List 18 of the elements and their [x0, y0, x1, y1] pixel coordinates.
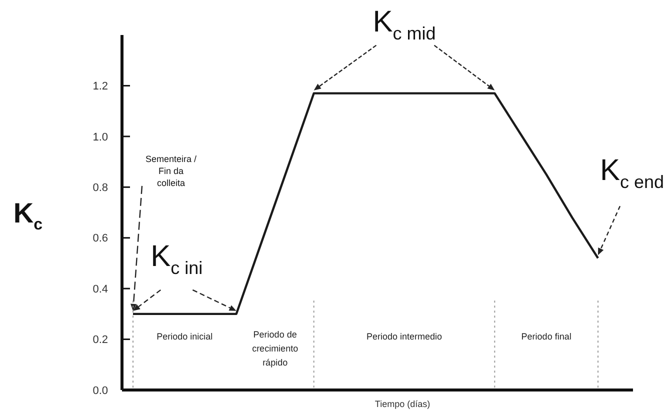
- y-tick-label: 0.4: [92, 283, 108, 296]
- annotation: Periodo de crecimiento rápido: [252, 329, 298, 368]
- y-tick-label: 0.6: [92, 232, 108, 245]
- y-tick-label: 1.0: [92, 131, 108, 144]
- annotation: K$_{c end}$: [600, 154, 664, 192]
- y-tick-label: 0.8: [92, 182, 108, 194]
- x-axis-title: Tiempo (días): [374, 399, 430, 409]
- annotation: Periodo intermedio: [366, 331, 442, 342]
- annotation: Sementeira / Fin da colleita: [145, 154, 198, 188]
- y-tick-label: 1.2: [92, 80, 108, 93]
- y-tick-label: 0.0: [92, 384, 108, 397]
- y-tick-label: 0.2: [92, 334, 108, 346]
- line-series: [132, 92, 600, 316]
- annotation: Periodo inicial: [156, 331, 213, 342]
- annotation: K$_{c mid}$: [372, 5, 436, 44]
- y-axis-title: K$_{c}$: [13, 198, 43, 234]
- annotation: Periodo final: [521, 331, 572, 342]
- annotation: K$_{c ini}$: [150, 240, 203, 278]
